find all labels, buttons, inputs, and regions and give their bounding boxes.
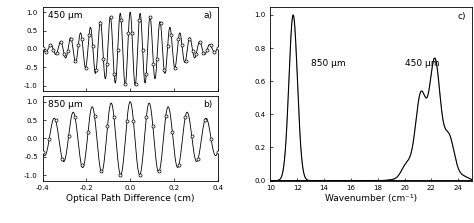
Text: 450 μm: 450 μm xyxy=(405,59,440,68)
Text: 850 μm: 850 μm xyxy=(310,59,345,68)
Text: c): c) xyxy=(457,12,465,21)
Text: 450 μm: 450 μm xyxy=(48,11,82,20)
X-axis label: Wavenumber (cm⁻¹): Wavenumber (cm⁻¹) xyxy=(325,194,417,203)
Text: b): b) xyxy=(203,100,212,109)
X-axis label: Optical Path Difference (cm): Optical Path Difference (cm) xyxy=(66,194,194,203)
Text: 850 μm: 850 μm xyxy=(48,100,82,109)
Text: a): a) xyxy=(203,11,212,20)
